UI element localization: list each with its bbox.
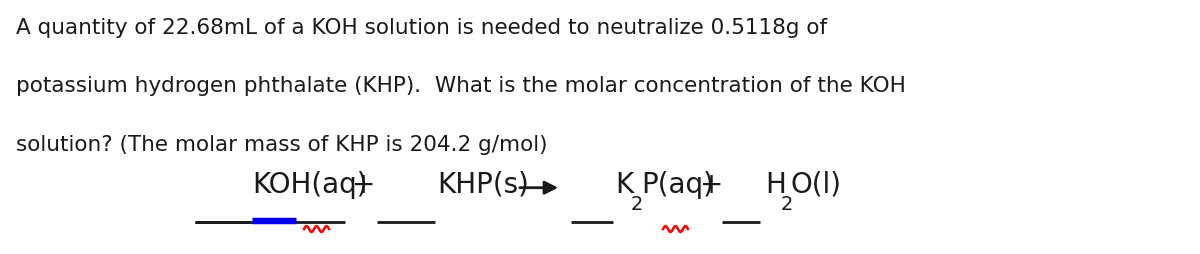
Text: 2: 2	[781, 194, 793, 213]
Text: P(aq): P(aq)	[641, 170, 714, 198]
Text: +: +	[352, 170, 376, 198]
Text: K: K	[616, 170, 634, 198]
Text: solution? (The molar mass of KHP is 204.2 g/mol): solution? (The molar mass of KHP is 204.…	[16, 135, 547, 154]
Text: O(l): O(l)	[791, 170, 842, 198]
Text: potassium hydrogen phthalate (KHP).  What is the molar concentration of the KOH: potassium hydrogen phthalate (KHP). What…	[16, 76, 906, 96]
Text: H: H	[766, 170, 786, 198]
Text: +: +	[700, 170, 724, 198]
Text: KHP(s): KHP(s)	[437, 170, 529, 198]
Text: 2: 2	[631, 194, 643, 213]
Text: KOH(aq): KOH(aq)	[252, 170, 367, 198]
Text: A quantity of 22.68mL of a KOH solution is needed to neutralize 0.5118g of: A quantity of 22.68mL of a KOH solution …	[16, 18, 827, 38]
